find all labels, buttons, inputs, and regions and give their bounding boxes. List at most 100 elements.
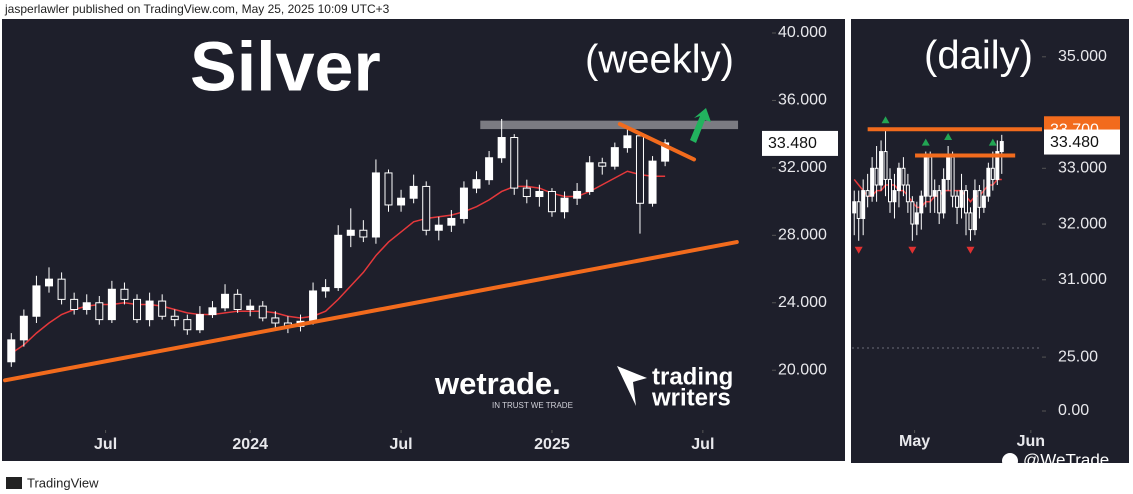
candle-body bbox=[648, 160, 657, 204]
candle-body bbox=[959, 190, 964, 208]
weekly-panel bbox=[2, 19, 845, 461]
candle-body bbox=[472, 179, 481, 189]
y-tick-label: 32.000 bbox=[1058, 215, 1107, 232]
candle-body bbox=[422, 185, 431, 231]
candle-body bbox=[968, 212, 973, 231]
lower-y-tick-label: 0.00 bbox=[1058, 402, 1089, 419]
candle-body bbox=[195, 314, 204, 331]
last-price-label: 33.480 bbox=[1050, 134, 1099, 151]
wetrade-logo: wetrade. bbox=[434, 366, 561, 401]
candle-body bbox=[981, 195, 986, 208]
candle-body bbox=[246, 305, 255, 311]
tv-icon bbox=[6, 477, 22, 489]
y-tick-label: 32.000 bbox=[778, 159, 827, 176]
candle-body bbox=[371, 172, 380, 238]
candle-body bbox=[447, 217, 456, 226]
candle-body bbox=[346, 229, 355, 236]
wetrade-tagline: IN TRUST WE TRADE bbox=[492, 401, 573, 410]
candle-body bbox=[905, 184, 910, 203]
candle-body bbox=[145, 300, 154, 321]
tw-logo-2: writers bbox=[651, 384, 731, 411]
candle-body bbox=[856, 201, 861, 219]
candle-body bbox=[57, 278, 66, 300]
candle-body bbox=[964, 190, 968, 214]
candle-body bbox=[359, 229, 368, 238]
y-tick-label: 33.000 bbox=[1058, 160, 1107, 177]
candle-body bbox=[183, 319, 192, 331]
y-tick-label: 31.000 bbox=[1058, 271, 1107, 288]
candle-body bbox=[892, 190, 897, 203]
candle-body bbox=[919, 195, 924, 214]
candle-body bbox=[955, 195, 960, 208]
footer-credit: @WeTrade bbox=[1023, 450, 1109, 469]
candle-body bbox=[932, 190, 937, 197]
candle-body bbox=[170, 315, 179, 321]
resistance-zone bbox=[480, 120, 739, 130]
candle-body bbox=[7, 339, 16, 363]
candle-body bbox=[874, 167, 879, 186]
candle-body bbox=[888, 178, 892, 203]
y-tick-label: 28.000 bbox=[778, 227, 827, 244]
candle-body bbox=[883, 151, 888, 180]
candle-body bbox=[19, 315, 28, 341]
candle-body bbox=[459, 187, 468, 219]
daily-subtitle: (daily) bbox=[924, 34, 1033, 78]
candle-body bbox=[258, 305, 267, 319]
candle-body bbox=[158, 300, 167, 317]
candle-body bbox=[870, 167, 875, 197]
candle-body bbox=[901, 167, 906, 186]
footer-brand: TradingView bbox=[27, 475, 99, 490]
candle-body bbox=[409, 185, 418, 199]
x-tick-label: Jul bbox=[390, 436, 413, 453]
candle-body bbox=[896, 167, 901, 192]
candle-body bbox=[865, 190, 870, 197]
candle-body bbox=[510, 137, 519, 189]
x-tick-label: Jul bbox=[94, 436, 117, 453]
candle-body bbox=[941, 178, 946, 214]
candle-body bbox=[635, 135, 644, 204]
candle-body bbox=[999, 141, 1004, 153]
candle-body bbox=[321, 287, 330, 292]
candle-body bbox=[233, 293, 242, 311]
candle-body bbox=[928, 156, 933, 197]
y-tick-label: 36.000 bbox=[778, 92, 827, 109]
candle-body bbox=[208, 307, 217, 316]
candle-body bbox=[32, 285, 41, 317]
candle-body bbox=[497, 137, 506, 159]
candle-body bbox=[309, 290, 318, 322]
candle-body bbox=[133, 298, 142, 321]
y-tick-label: 20.000 bbox=[778, 361, 827, 378]
candle-body bbox=[434, 224, 443, 231]
candle-body bbox=[485, 157, 494, 181]
candle-body bbox=[585, 162, 594, 192]
tw-icon bbox=[617, 366, 647, 406]
candle-body bbox=[946, 156, 951, 180]
candle-body bbox=[70, 298, 79, 311]
candle-body bbox=[45, 278, 54, 287]
candle-body bbox=[623, 135, 632, 149]
fractal-low bbox=[854, 246, 863, 254]
tw-logo-1: trading bbox=[652, 363, 733, 390]
candle-body bbox=[852, 201, 857, 214]
candle-body bbox=[271, 317, 280, 324]
candle-body bbox=[573, 190, 582, 199]
candle-body bbox=[522, 187, 531, 198]
y-tick-label: 24.000 bbox=[778, 294, 827, 311]
candle-body bbox=[879, 151, 884, 186]
candle-body bbox=[923, 156, 928, 197]
candle-body bbox=[861, 190, 866, 219]
daily-panel bbox=[851, 19, 1129, 463]
candle-body bbox=[610, 147, 619, 167]
candle-body bbox=[547, 190, 556, 213]
candle-body bbox=[937, 190, 942, 214]
candle-body bbox=[221, 293, 230, 309]
fb-icon bbox=[1002, 453, 1018, 469]
candle-body bbox=[384, 172, 393, 206]
x-tick-label: Jun bbox=[1017, 433, 1045, 450]
moving-average bbox=[853, 178, 1002, 209]
candle-body bbox=[910, 201, 915, 225]
candle-body bbox=[397, 197, 406, 206]
green-arrow bbox=[690, 108, 711, 143]
candle-body bbox=[598, 162, 607, 167]
